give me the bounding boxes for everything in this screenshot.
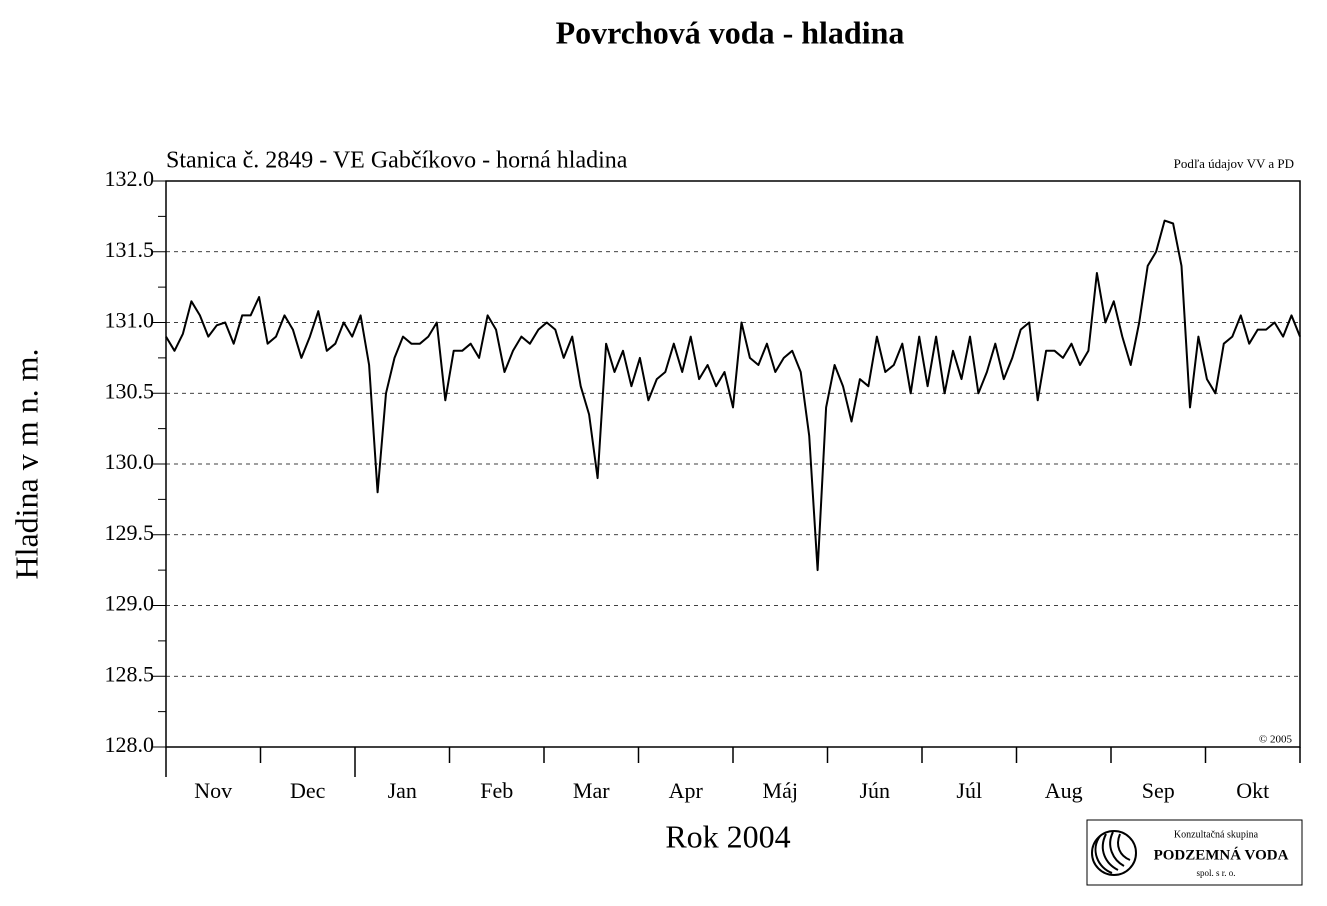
y-tick-label: 130.0 <box>105 449 155 474</box>
x-tick-label: Aug <box>1045 778 1083 803</box>
x-tick-label: Apr <box>669 778 704 803</box>
y-tick-label: 128.0 <box>105 732 155 757</box>
series-line <box>165 219 1301 572</box>
y-tick-label: 129.5 <box>105 520 155 545</box>
x-tick-label: Nov <box>194 778 232 803</box>
chart-subtitle: Stanica č. 2849 - VE Gabčíkovo - horná h… <box>166 148 628 174</box>
y-tick-label: 131.0 <box>105 308 155 333</box>
logo: Konzultačná skupina PODZEMNÁ VODA spol. … <box>1086 819 1303 886</box>
logo-line2: PODZEMNÁ VODA <box>1154 846 1289 863</box>
x-tick-label: Feb <box>480 778 513 803</box>
y-tick-label: 131.5 <box>105 237 155 262</box>
y-tick-label: 130.5 <box>105 378 155 403</box>
x-tick-label: Máj <box>763 778 798 803</box>
y-tick-label: 128.5 <box>105 661 155 686</box>
logo-icon <box>1091 830 1137 876</box>
x-tick-label: Dec <box>290 778 326 803</box>
x-tick-label: Sep <box>1142 778 1175 803</box>
x-axis-label: Rok 2004 <box>665 818 790 854</box>
chart-title: Povrchová voda - hladina <box>556 14 905 50</box>
x-tick-label: Mar <box>573 778 610 803</box>
y-tick-label: 129.0 <box>105 591 155 616</box>
x-tick-label: Júl <box>956 778 982 803</box>
y-axis-label: Hladina v m n. m. <box>8 348 44 579</box>
y-tick-label: 132.0 <box>105 166 155 191</box>
logo-line3: spol. s r. o. <box>1196 868 1235 878</box>
x-tick-label: Jún <box>859 778 890 803</box>
x-tick-label: Okt <box>1236 778 1269 803</box>
copyright: © 2005 <box>1259 734 1293 746</box>
source-note: Podľa údajov VV a PD <box>1174 156 1294 171</box>
logo-box <box>1086 819 1303 886</box>
logo-line1: Konzultačná skupina <box>1174 829 1259 840</box>
x-tick-label: Jan <box>388 778 417 803</box>
